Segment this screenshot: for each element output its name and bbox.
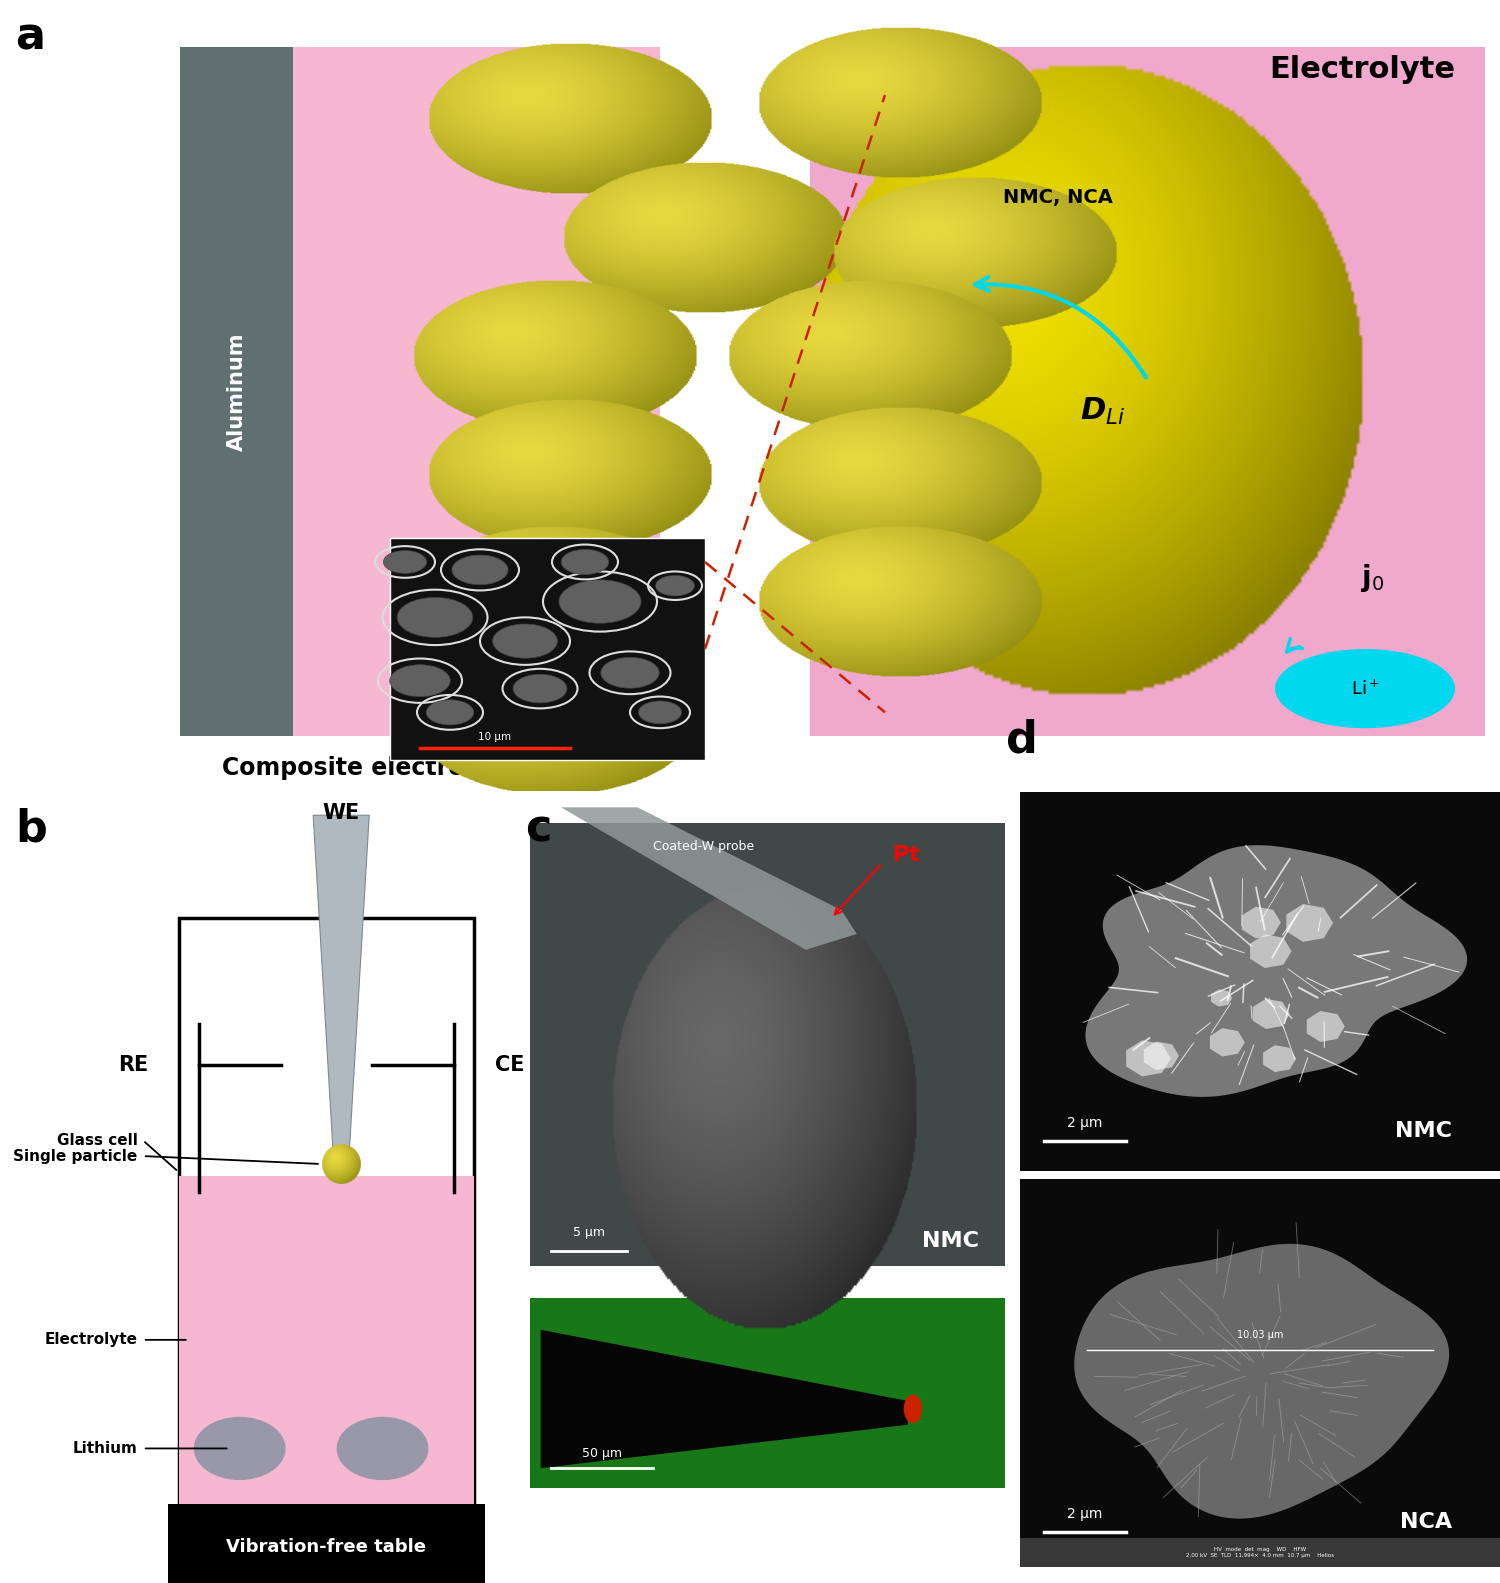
Bar (180, 47, 292, 736)
Bar (531, 823, 1005, 1266)
Polygon shape (1263, 1045, 1296, 1072)
Text: 10 μm: 10 μm (478, 731, 512, 741)
Bar (531, 1298, 1005, 1488)
Text: Vibration-free table: Vibration-free table (226, 1539, 426, 1556)
Text: Aluminum: Aluminum (226, 332, 248, 451)
Polygon shape (1287, 904, 1334, 942)
Ellipse shape (1275, 649, 1455, 728)
Text: Electrolyte: Electrolyte (45, 1333, 138, 1347)
Text: NMC: NMC (1395, 1121, 1452, 1141)
Ellipse shape (194, 1417, 285, 1480)
Bar (178, 1176, 474, 1504)
Text: Coated-W probe: Coated-W probe (652, 841, 754, 853)
Circle shape (492, 624, 558, 659)
Text: a: a (15, 16, 45, 59)
Circle shape (513, 674, 567, 703)
Text: 50 μm: 50 μm (582, 1447, 622, 1460)
Circle shape (656, 576, 694, 595)
Text: 2 μm: 2 μm (1066, 1116, 1102, 1130)
Text: NMC: NMC (922, 1230, 980, 1251)
Bar (810, 47, 1485, 736)
Polygon shape (1252, 999, 1290, 1029)
Circle shape (639, 701, 681, 723)
Text: Single particle: Single particle (13, 1149, 138, 1164)
Text: Glass cell: Glass cell (57, 1133, 138, 1148)
Text: 10.03 μm: 10.03 μm (1238, 1330, 1282, 1341)
Circle shape (390, 665, 450, 697)
Text: $\boldsymbol{D}_{Li}$: $\boldsymbol{D}_{Li}$ (1080, 396, 1125, 427)
Text: WE: WE (322, 804, 360, 823)
Bar (168, 1504, 485, 1583)
Polygon shape (1126, 1040, 1170, 1076)
Circle shape (426, 700, 474, 725)
Text: $\mathrm{Li}^+$: $\mathrm{Li}^+$ (1350, 679, 1380, 698)
Circle shape (602, 657, 658, 689)
Bar (178, 918, 474, 1504)
Text: 2 μm: 2 μm (1066, 1507, 1102, 1521)
Polygon shape (1210, 989, 1233, 1007)
Text: NMC, NCA: NMC, NCA (1002, 188, 1113, 207)
Text: 5 μm: 5 μm (573, 1225, 604, 1238)
Polygon shape (1074, 1244, 1449, 1518)
Ellipse shape (336, 1417, 429, 1480)
Polygon shape (561, 807, 856, 950)
Circle shape (903, 1395, 922, 1423)
Polygon shape (1242, 907, 1281, 939)
Polygon shape (1306, 1012, 1346, 1042)
Polygon shape (540, 1330, 908, 1469)
Polygon shape (1144, 1042, 1179, 1070)
Text: Lithium: Lithium (74, 1441, 138, 1456)
Circle shape (452, 556, 509, 584)
Polygon shape (314, 815, 369, 1168)
Polygon shape (1210, 1029, 1245, 1056)
Circle shape (561, 549, 609, 575)
Text: d: d (1005, 719, 1038, 761)
Text: Electrolyte: Electrolyte (1269, 55, 1455, 84)
Polygon shape (1250, 934, 1292, 969)
Circle shape (384, 551, 426, 573)
Text: NCA: NCA (1400, 1512, 1452, 1532)
Text: b: b (15, 807, 46, 850)
Text: CE: CE (495, 1054, 524, 1075)
Bar (180, 47, 660, 736)
Text: HV  mode  det  mag    WD    HFW
2.00 kV  SE  TLD  11,994×  4.0 mm  10.7 μm    He: HV mode det mag WD HFW 2.00 kV SE TLD 11… (1186, 1548, 1334, 1558)
Text: Pt: Pt (892, 845, 920, 864)
Text: c: c (525, 807, 552, 850)
Bar (390, 538, 705, 760)
Circle shape (560, 579, 640, 624)
Bar (1020, 1539, 1500, 1567)
Text: RE: RE (117, 1054, 148, 1075)
Circle shape (398, 597, 472, 638)
Text: Composite electrode: Composite electrode (222, 755, 498, 780)
Polygon shape (1086, 845, 1467, 1097)
Text: $\mathbf{j}_0$: $\mathbf{j}_0$ (1360, 562, 1384, 594)
